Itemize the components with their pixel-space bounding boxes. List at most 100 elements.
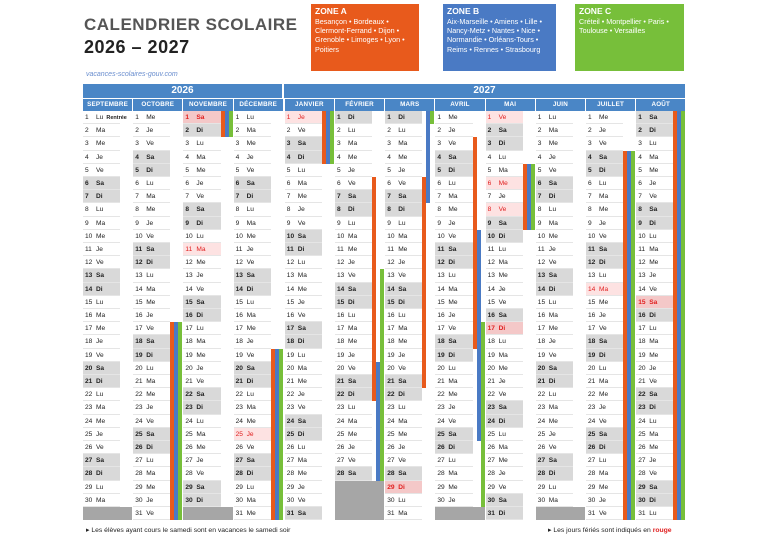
day-abbr: Je <box>498 285 506 293</box>
day-cell: 21 Di <box>233 375 271 389</box>
day-number: 19 <box>537 351 546 359</box>
day-cell: 8 Sa <box>183 203 221 217</box>
day-abbr: Sa <box>548 457 557 465</box>
day-cell: 16 Lu <box>385 309 423 323</box>
month-header: FÉVRIER <box>335 99 385 111</box>
day-cell: 2 Di <box>636 124 674 138</box>
day-abbr: Lu <box>146 180 154 187</box>
day-number: 17 <box>135 325 143 333</box>
day-number: 24 <box>135 417 143 425</box>
day-number: 14 <box>85 285 93 293</box>
day-number: 7 <box>588 193 592 201</box>
day-abbr: Di <box>649 404 656 412</box>
vacation-bar-zone-c <box>228 111 233 138</box>
day-cell: 2 Je <box>133 124 171 138</box>
day-cell: 17 Lu <box>636 322 674 336</box>
day-number: 30 <box>588 496 596 504</box>
day-cell: 24 Ve <box>586 415 624 428</box>
day-abbr: Ma <box>548 127 558 135</box>
day-cell: 20 Ve <box>335 362 373 375</box>
day-abbr: Je <box>246 430 254 438</box>
day-abbr: Me <box>599 391 609 399</box>
day-abbr: Ve <box>649 378 657 385</box>
day-number: 8 <box>588 206 592 214</box>
month-header: OCTOBRE <box>133 99 183 111</box>
day-abbr: Lu <box>196 140 204 148</box>
day-number: 15 <box>537 298 546 306</box>
day-abbr: Ve <box>196 285 205 293</box>
day-cell: 14 Di <box>233 282 271 296</box>
day-cell: 22 Me <box>586 388 624 402</box>
day-cell: 11 Je <box>83 243 121 257</box>
day-number: 19 <box>387 351 395 359</box>
day-abbr: Di <box>649 219 656 227</box>
day-abbr: Ve <box>246 444 255 451</box>
day-abbr: Me <box>146 206 156 214</box>
day-abbr: Me <box>448 298 458 306</box>
day-number: 31 <box>487 510 495 517</box>
day-cell: 16 Ve <box>284 309 322 323</box>
day-cell: 25 Je <box>83 428 121 441</box>
day-abbr: Me <box>348 246 358 253</box>
day-number: 21 <box>235 378 243 385</box>
day-number: 6 <box>135 180 139 187</box>
day-cell: 17 Ma <box>335 322 373 336</box>
day-abbr: Je <box>196 272 204 280</box>
day-abbr: Ve <box>398 457 406 465</box>
day-abbr: Sa <box>348 378 357 385</box>
day-number: 14 <box>337 285 345 293</box>
day-cell: 21 Ma <box>435 375 473 389</box>
day-cell: 4 Me <box>335 151 373 164</box>
day-number: 21 <box>185 378 193 385</box>
day-number: 23 <box>185 404 193 412</box>
day-cell: 19 Ve <box>83 349 121 362</box>
day-cell: 9 Je <box>586 217 624 230</box>
day-cell: 5 Di <box>586 163 624 177</box>
site-link[interactable]: vacances-scolaires-gouv.com <box>86 71 178 78</box>
day-cell: 1 Di <box>335 111 373 125</box>
day-abbr: Je <box>398 166 406 174</box>
day-abbr: Sa <box>649 298 658 306</box>
day-abbr: Di <box>599 259 606 267</box>
day-abbr: Sa <box>297 325 306 333</box>
day-cell: 10 Me <box>83 230 121 243</box>
day-cell: 23 Je <box>435 401 473 415</box>
day-number: 31 <box>638 510 646 517</box>
day-abbr: Sa <box>196 114 205 121</box>
month-header: JUIN <box>535 99 585 111</box>
day-number: 17 <box>437 325 445 333</box>
day-abbr: Sa <box>96 180 105 187</box>
day-abbr: Lu <box>398 496 406 504</box>
day-cell: 9 Ma <box>233 217 271 230</box>
day-cell: 11 Ma <box>636 243 674 257</box>
day-number: 4 <box>537 153 542 161</box>
day-abbr: Di <box>96 470 103 478</box>
day-number: 15 <box>437 298 445 306</box>
day-number: 7 <box>387 193 391 201</box>
day-cell: 17 Me <box>535 322 573 336</box>
day-abbr: Ma <box>548 404 558 412</box>
day-abbr: Di <box>246 470 254 478</box>
zone-b-legend: ZONE B Aix-Marseille • Amiens • Lille • … <box>443 4 556 71</box>
day-cell: 15 Sa <box>636 295 674 309</box>
day-abbr: Ma <box>196 153 206 161</box>
day-number: 4 <box>387 153 391 161</box>
day-abbr: Me <box>297 285 307 293</box>
day-number: 21 <box>487 378 495 385</box>
day-number: 7 <box>638 193 642 201</box>
day-abbr: Ma <box>196 338 206 346</box>
day-cell: 13 Me <box>485 269 523 283</box>
day-abbr: Lu <box>246 391 254 399</box>
vacation-bar-zone-c <box>430 111 435 125</box>
day-abbr: Ve <box>548 166 557 174</box>
day-cell: 3 Ma <box>385 137 423 151</box>
day-cell: 7 Ma <box>435 190 473 204</box>
vacation-bar-zone-c <box>278 348 283 521</box>
day-abbr: Sa <box>649 114 658 121</box>
day-number: 17 <box>235 325 243 333</box>
day-abbr: Je <box>146 312 154 319</box>
day-abbr: Sa <box>146 338 155 346</box>
day-number: 9 <box>85 219 89 227</box>
day-cell: 7 Ve <box>183 190 221 204</box>
month-header: SEPTEMBRE <box>83 99 133 111</box>
